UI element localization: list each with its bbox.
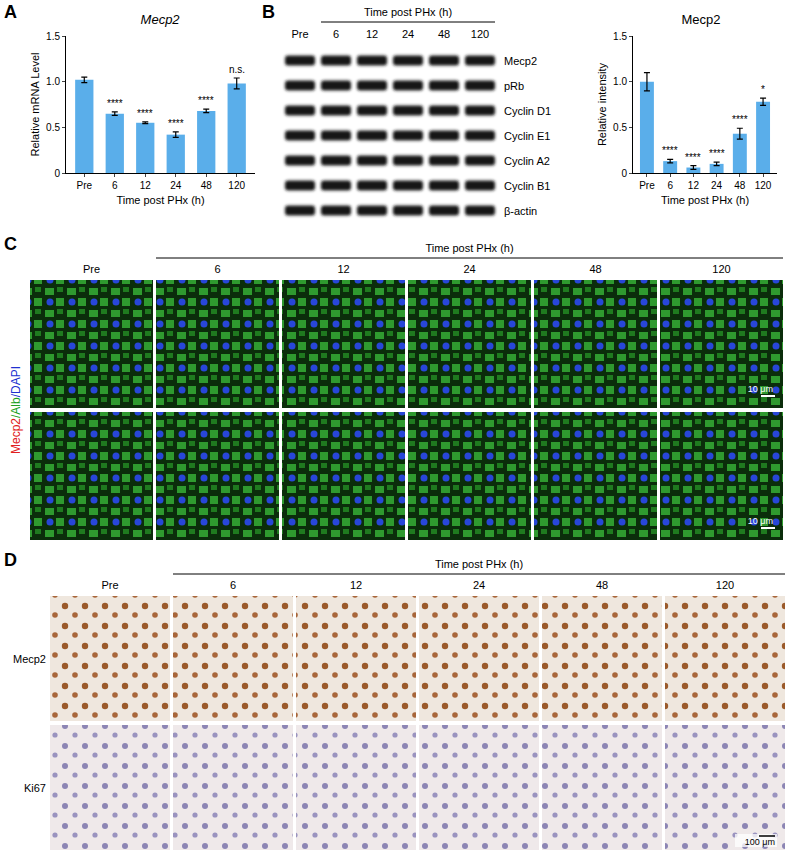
svg-text:*: * bbox=[761, 84, 765, 95]
svg-text:Time post PHx (h): Time post PHx (h) bbox=[425, 242, 513, 254]
svg-text:1.5: 1.5 bbox=[46, 31, 60, 42]
svg-text:Time post PHx (h): Time post PHx (h) bbox=[661, 194, 749, 206]
svg-text:Mecp2: Mecp2 bbox=[13, 653, 46, 665]
svg-text:100 μm: 100 μm bbox=[745, 837, 775, 847]
svg-text:Pre: Pre bbox=[639, 180, 655, 191]
svg-text:1.0: 1.0 bbox=[46, 76, 60, 87]
svg-text:pRb: pRb bbox=[504, 80, 524, 92]
svg-text:48: 48 bbox=[438, 28, 450, 40]
svg-text:Mecp2: Mecp2 bbox=[504, 55, 537, 67]
svg-text:120: 120 bbox=[228, 180, 245, 191]
svg-text:****: **** bbox=[662, 145, 678, 156]
svg-text:6: 6 bbox=[214, 263, 220, 275]
svg-text:****: **** bbox=[732, 114, 748, 125]
svg-text:Pre: Pre bbox=[83, 263, 100, 275]
svg-text:Time post PHx (h): Time post PHx (h) bbox=[116, 194, 204, 206]
svg-text:Pre: Pre bbox=[291, 28, 308, 40]
svg-text:12: 12 bbox=[140, 180, 152, 191]
svg-text:24: 24 bbox=[463, 263, 475, 275]
svg-text:Cyclin B1: Cyclin B1 bbox=[504, 180, 550, 192]
svg-text:Ki67: Ki67 bbox=[24, 782, 46, 794]
svg-text:D: D bbox=[4, 550, 17, 570]
svg-text:120: 120 bbox=[471, 28, 489, 40]
svg-text:48: 48 bbox=[596, 579, 608, 591]
svg-text:****: **** bbox=[168, 118, 184, 129]
svg-text:β-actin: β-actin bbox=[504, 205, 537, 217]
svg-text:Relative mRNA Level: Relative mRNA Level bbox=[29, 53, 41, 157]
svg-text:12: 12 bbox=[337, 263, 349, 275]
svg-text:10 μm: 10 μm bbox=[748, 384, 773, 394]
svg-text:Time post PHx (h): Time post PHx (h) bbox=[435, 558, 523, 570]
svg-text:48: 48 bbox=[589, 263, 601, 275]
svg-text:6: 6 bbox=[112, 180, 118, 191]
svg-text:Pre: Pre bbox=[101, 579, 118, 591]
svg-text:24: 24 bbox=[711, 180, 723, 191]
svg-text:48: 48 bbox=[201, 180, 213, 191]
svg-text:0.5: 0.5 bbox=[613, 122, 627, 133]
svg-text:6: 6 bbox=[667, 180, 673, 191]
svg-text:Time post PHx (h): Time post PHx (h) bbox=[364, 6, 452, 18]
svg-text:1.0: 1.0 bbox=[613, 76, 627, 87]
svg-text:1.5: 1.5 bbox=[613, 31, 627, 42]
svg-text:10 μm: 10 μm bbox=[748, 516, 773, 526]
svg-text:12: 12 bbox=[350, 579, 362, 591]
svg-text:Mecp2/Alb/DAPI: Mecp2/Alb/DAPI bbox=[9, 366, 23, 454]
svg-text:Pre: Pre bbox=[77, 180, 93, 191]
svg-text:Mecp2: Mecp2 bbox=[681, 12, 720, 27]
svg-text:48: 48 bbox=[734, 180, 746, 191]
svg-text:Relative intensity: Relative intensity bbox=[596, 62, 608, 146]
svg-text:120: 120 bbox=[755, 180, 772, 191]
svg-text:24: 24 bbox=[402, 28, 414, 40]
svg-text:n.s.: n.s. bbox=[229, 64, 245, 75]
svg-text:Cyclin A2: Cyclin A2 bbox=[504, 155, 550, 167]
svg-text:****: **** bbox=[685, 152, 701, 163]
svg-text:6: 6 bbox=[333, 28, 339, 40]
svg-text:120: 120 bbox=[712, 263, 730, 275]
svg-text:****: **** bbox=[107, 98, 123, 109]
svg-text:****: **** bbox=[709, 148, 725, 159]
svg-text:12: 12 bbox=[366, 28, 378, 40]
svg-text:0.5: 0.5 bbox=[46, 122, 60, 133]
svg-text:120: 120 bbox=[716, 579, 734, 591]
svg-text:24: 24 bbox=[170, 180, 182, 191]
svg-text:24: 24 bbox=[473, 579, 485, 591]
svg-text:12: 12 bbox=[688, 180, 700, 191]
svg-text:0: 0 bbox=[621, 168, 627, 179]
svg-text:C: C bbox=[4, 234, 17, 254]
svg-text:0: 0 bbox=[54, 168, 60, 179]
svg-text:Cyclin D1: Cyclin D1 bbox=[504, 105, 551, 117]
svg-text:Cyclin E1: Cyclin E1 bbox=[504, 130, 550, 142]
svg-text:****: **** bbox=[198, 95, 214, 106]
svg-text:Mecp2: Mecp2 bbox=[141, 12, 181, 27]
svg-text:****: **** bbox=[137, 108, 153, 119]
svg-text:B: B bbox=[262, 2, 275, 22]
svg-text:A: A bbox=[4, 2, 17, 22]
svg-text:6: 6 bbox=[230, 579, 236, 591]
